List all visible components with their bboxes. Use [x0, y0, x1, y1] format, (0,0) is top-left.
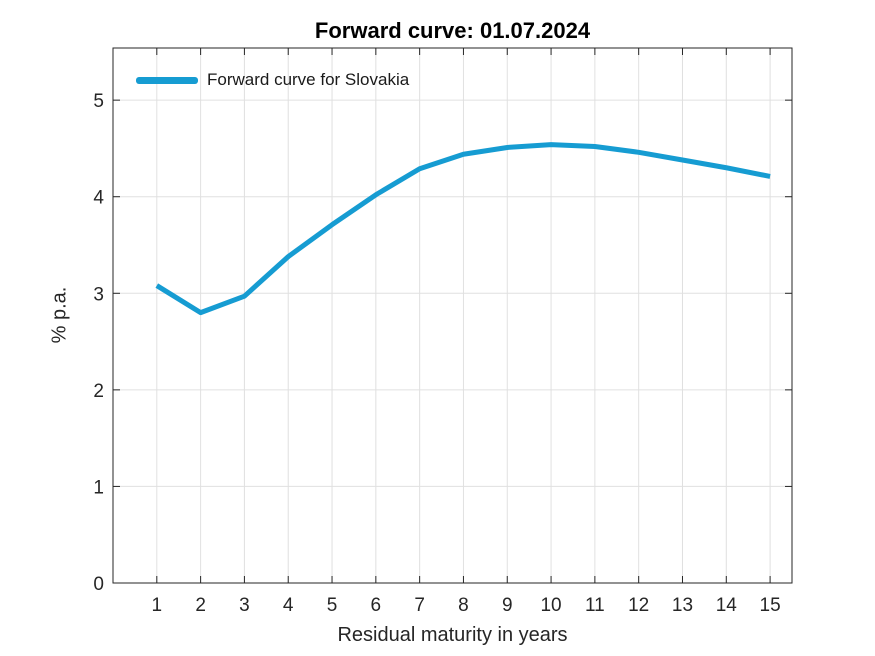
legend-line-swatch — [136, 76, 198, 84]
axes-box — [112, 47, 793, 584]
x-tick-label: 12 — [628, 595, 649, 616]
x-tick-label: 11 — [585, 595, 605, 616]
x-tick-label: 13 — [672, 595, 693, 616]
x-tick-label: 15 — [760, 595, 781, 616]
y-tick-label: 4 — [93, 188, 104, 209]
y-tick-label: 2 — [93, 381, 104, 402]
y-tick-label: 5 — [93, 91, 104, 112]
x-tick-label: 14 — [716, 595, 738, 616]
x-tick-label: 2 — [195, 595, 206, 616]
x-tick-label: 5 — [327, 595, 338, 616]
legend-label: Forward curve for Slovakia — [207, 70, 410, 89]
y-tick-label: 0 — [93, 574, 104, 595]
x-tick-label: 4 — [283, 595, 294, 616]
x-tick-label: 10 — [540, 595, 561, 616]
x-tick-label: 8 — [458, 595, 469, 616]
x-tick-label: 1 — [152, 595, 163, 616]
forward-curve-line — [155, 142, 771, 316]
x-tick-label: 7 — [414, 595, 425, 616]
y-tick-label: 3 — [93, 284, 104, 305]
legend: Forward curve for Slovakia — [136, 70, 409, 90]
x-tick-label: 9 — [502, 595, 513, 616]
chart-title: Forward curve: 01.07.2024 — [314, 18, 591, 43]
x-tick-label: 6 — [371, 595, 382, 616]
x-axis-label: Residual maturity in years — [337, 624, 568, 646]
x-tick-label: 3 — [239, 595, 250, 616]
y-axis-label: % p.a. — [48, 286, 71, 344]
y-tick-label: 1 — [93, 477, 104, 498]
